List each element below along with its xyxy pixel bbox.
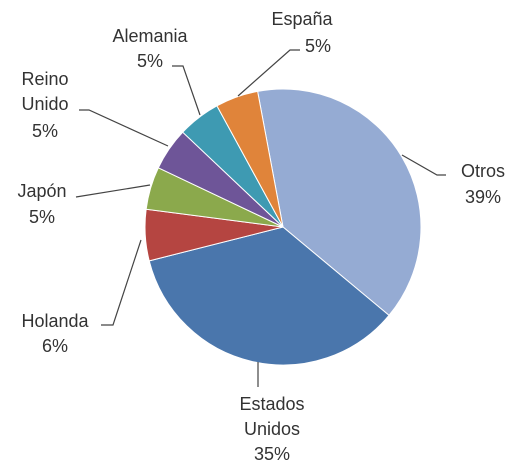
pie-slice xyxy=(257,88,422,317)
leader-line xyxy=(75,184,151,198)
slice-label: Otros xyxy=(461,161,505,181)
leader-line xyxy=(172,65,201,116)
slice-label: Japón xyxy=(17,181,66,201)
slice-value-label: 5% xyxy=(305,36,331,56)
slice-value-label: 6% xyxy=(42,336,68,356)
leader-line xyxy=(79,109,169,147)
slice-value-label: 5% xyxy=(32,121,58,141)
leader-line xyxy=(401,154,446,176)
leader-line xyxy=(237,49,300,97)
slice-value-label: 5% xyxy=(137,51,163,71)
slice-label: Holanda xyxy=(21,311,89,331)
slice-label: Estados Unidos xyxy=(239,394,304,439)
leader-line xyxy=(101,239,142,326)
slice-label: Alemania xyxy=(112,26,188,46)
slice-label: España xyxy=(271,9,333,29)
pie-slice xyxy=(216,90,284,228)
slice-value-label: 35% xyxy=(254,444,290,463)
slice-value-label: 5% xyxy=(29,207,55,227)
pie-slice xyxy=(148,226,390,366)
slice-value-label: 39% xyxy=(465,187,501,207)
slice-label: Reino Unido xyxy=(21,69,68,114)
